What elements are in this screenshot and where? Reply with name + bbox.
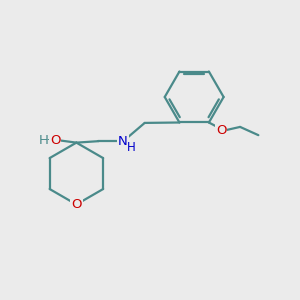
Text: –: –: [46, 133, 53, 146]
Text: O: O: [50, 134, 60, 147]
Text: H: H: [127, 141, 135, 154]
Text: H: H: [39, 134, 49, 147]
Text: O: O: [71, 198, 82, 211]
Text: N: N: [118, 135, 128, 148]
Text: O: O: [216, 124, 226, 137]
